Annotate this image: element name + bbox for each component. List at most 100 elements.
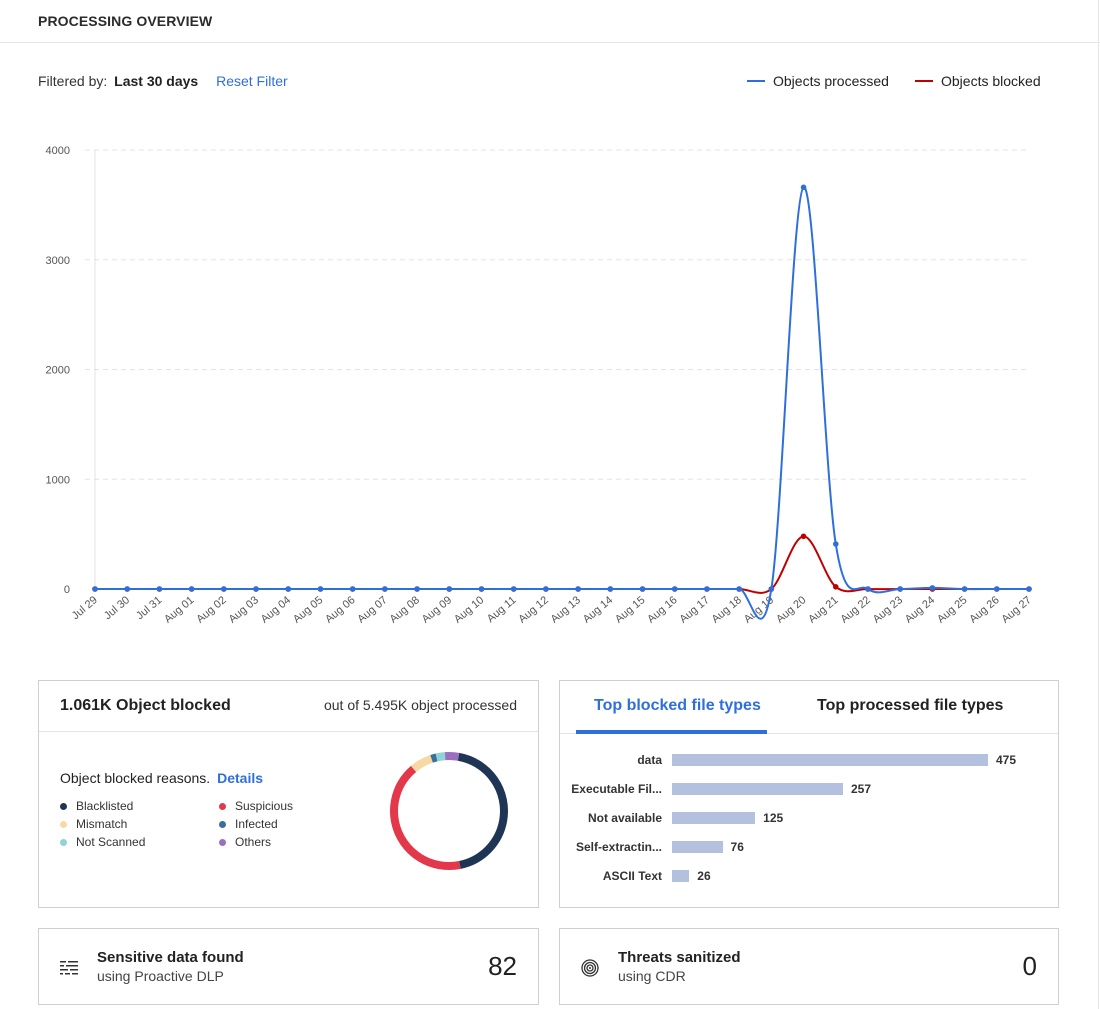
x-tick-label: Aug 08 [388,594,422,626]
x-tick-label: Aug 23 [871,594,905,626]
x-tick-label: Aug 09 [420,594,454,626]
data-point-objects-processed[interactable] [929,585,936,591]
file-type-row[interactable]: Not available 125 [560,808,1058,828]
reason-label: Blacklisted [76,799,134,813]
data-point-objects-blocked[interactable] [832,584,839,590]
donut-segment-others[interactable] [385,747,512,874]
file-type-row[interactable]: Self-extractin... 76 [560,837,1058,857]
data-point-objects-processed[interactable] [92,586,98,592]
x-tick-label: Aug 06 [323,594,357,626]
filter-bar: Filtered by: Last 30 days Reset Filter [38,73,288,89]
data-point-objects-processed[interactable] [961,586,968,592]
data-point-objects-processed[interactable] [317,586,324,592]
donut-segment-suspicious[interactable] [385,747,512,874]
reason-label: Infected [235,817,278,831]
x-tick-label: Aug 26 [967,594,1001,626]
donut-segment-blacklisted[interactable] [385,747,512,874]
blocked-card-header: 1.061K Object blocked out of 5.495K obje… [39,681,538,732]
file-type-bar[interactable] [672,841,723,853]
x-tick-label: Aug 01 [162,594,196,626]
file-type-row[interactable]: Executable Fil... 257 [560,779,1058,799]
x-tick-label: Aug 11 [485,594,519,625]
reason-mismatch: Mismatch [60,817,127,831]
data-point-objects-processed[interactable] [221,586,227,592]
x-tick-label: Aug 04 [259,594,293,626]
data-point-objects-processed[interactable] [1026,586,1032,592]
x-tick-label: Aug 13 [549,594,583,626]
blocked-reasons-donut[interactable] [379,741,519,881]
tab-top-processed[interactable]: Top processed file types [817,697,1004,714]
legend-item-processed[interactable]: Objects processed [747,73,889,89]
file-type-row[interactable]: data 475 [560,750,1058,770]
file-type-value: 475 [996,753,1017,767]
donut-segment-not-scanned[interactable] [385,747,512,874]
data-point-objects-processed[interactable] [478,586,485,592]
page-title: PROCESSING OVERVIEW [38,13,213,29]
file-type-bar[interactable] [672,870,690,882]
file-type-value: 125 [763,811,784,825]
data-point-objects-processed[interactable] [639,586,646,592]
data-point-objects-processed[interactable] [188,586,195,592]
data-point-objects-processed[interactable] [832,541,839,547]
x-tick-label: Aug 20 [774,594,808,626]
reason-dot [60,820,67,828]
data-point-objects-processed[interactable] [671,586,678,592]
x-tick-label: Jul 30 [102,594,132,622]
data-point-objects-processed[interactable] [800,184,807,191]
file-type-bar[interactable] [672,754,988,766]
panel-border [1098,0,1099,1009]
donut-segment-mismatch[interactable] [385,747,512,874]
section-header: PROCESSING OVERVIEW [0,0,1100,43]
data-point-objects-processed[interactable] [543,586,549,592]
reasons-title-text: Object blocked reasons. [60,770,211,786]
data-point-objects-processed[interactable] [124,586,131,592]
details-link[interactable]: Details [217,770,264,786]
file-type-bar[interactable] [672,812,756,824]
data-point-objects-processed[interactable] [736,586,742,592]
file-types-card: Top blocked file types Top processed fil… [559,680,1059,908]
x-tick-label: Aug 16 [645,594,679,626]
legend-item-blocked[interactable]: Objects blocked [915,73,1041,89]
processed-count: out of 5.495K object processed [323,697,517,713]
data-point-objects-processed[interactable] [993,586,1000,592]
x-tick-label: Aug 24 [903,594,937,626]
data-point-objects-processed[interactable] [285,586,292,592]
data-point-objects-processed[interactable] [768,586,775,592]
tab-top-blocked[interactable]: Top blocked file types [594,697,761,714]
x-tick-label: Aug 07 [355,594,389,626]
reason-label: Others [235,835,272,849]
file-type-row[interactable]: ASCII Text 26 [560,866,1058,886]
data-point-objects-processed[interactable] [607,586,614,592]
tabs-divider [560,733,1058,734]
series-line-objects-blocked [95,535,1029,594]
file-type-label: ASCII Text [602,869,662,883]
data-point-objects-processed[interactable] [349,586,356,592]
data-point-objects-processed[interactable] [575,586,581,592]
file-type-value: 257 [850,782,871,796]
dlp-stat-card: Sensitive data found using Proactive DLP… [38,928,539,1005]
reason-label: Suspicious [235,799,294,813]
dlp-subtitle: using Proactive DLP [97,968,224,984]
x-tick-label: Aug 03 [227,594,261,626]
data-point-objects-processed[interactable] [382,586,388,592]
legend-swatch-processed [747,80,765,82]
data-point-objects-processed[interactable] [865,586,871,592]
donut-segment-infected[interactable] [385,747,512,874]
blocked-count: 1.061K Object blocked [60,697,231,714]
x-tick-label: Aug 02 [194,594,228,626]
x-tick-label: Aug 12 [516,594,550,626]
x-tick-label: Aug 22 [838,594,872,626]
data-point-objects-processed[interactable] [704,586,710,592]
data-point-objects-processed[interactable] [510,586,517,592]
file-type-bar[interactable] [672,783,843,795]
filter-label: Filtered by: [38,73,108,89]
data-point-objects-processed[interactable] [414,586,420,592]
data-point-objects-processed[interactable] [897,586,903,592]
data-point-objects-processed[interactable] [446,586,453,592]
x-tick-label: Aug 14 [581,594,615,626]
data-point-objects-blocked[interactable] [800,533,807,540]
data-point-objects-processed[interactable] [156,586,163,592]
data-point-objects-processed[interactable] [253,586,259,592]
y-tick-label: 2000 [46,365,70,377]
reset-filter-link[interactable]: Reset Filter [216,73,288,89]
